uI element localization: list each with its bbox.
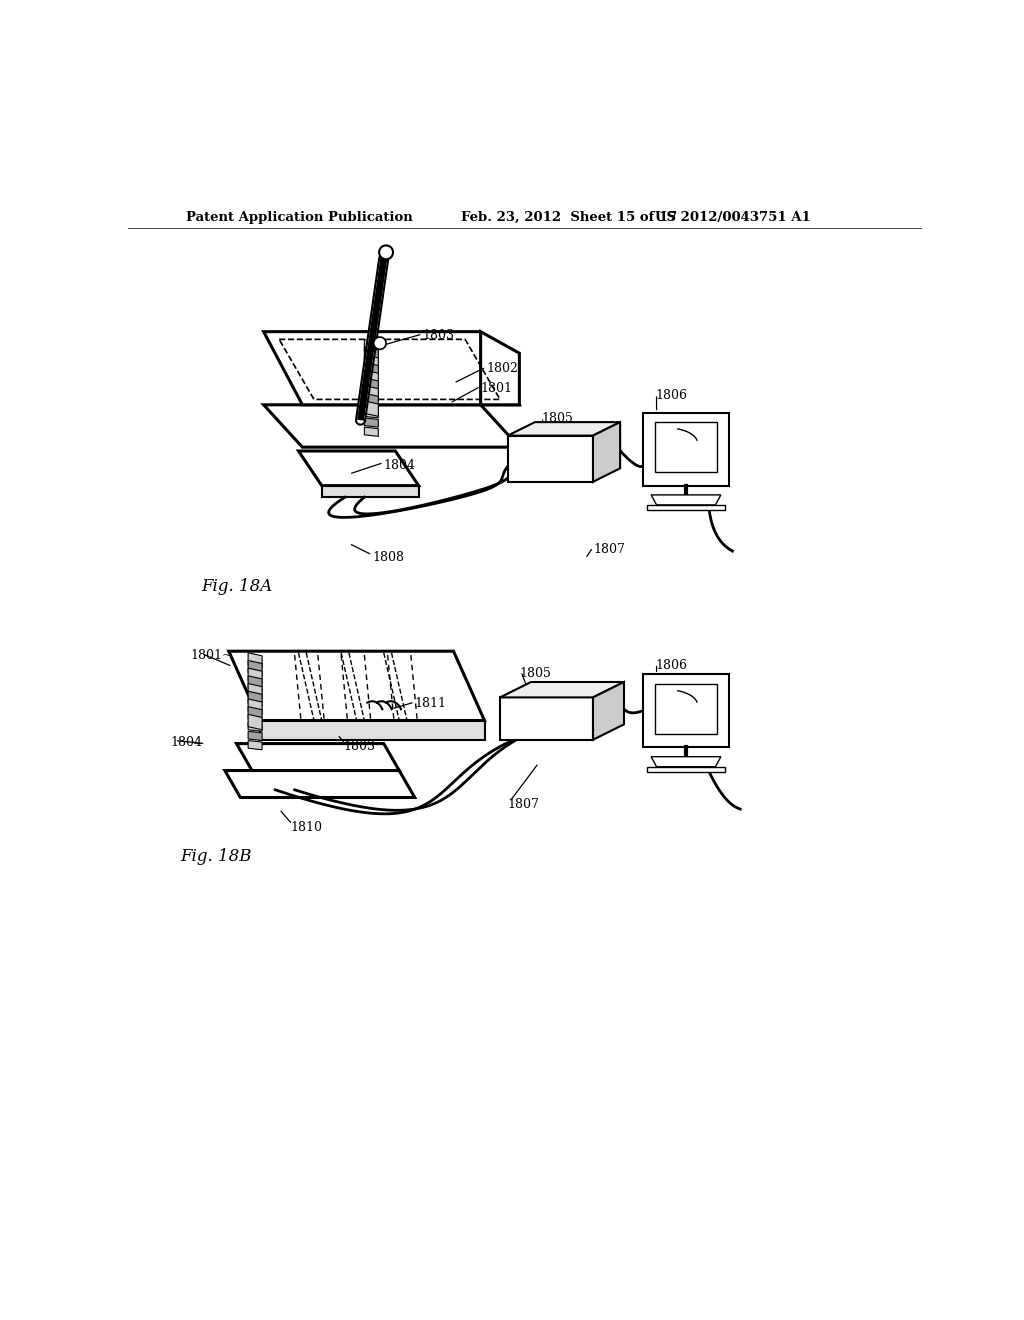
Polygon shape <box>593 682 624 739</box>
Polygon shape <box>500 697 593 739</box>
Polygon shape <box>248 692 262 706</box>
Polygon shape <box>248 714 262 730</box>
Polygon shape <box>365 401 378 416</box>
Polygon shape <box>248 706 262 722</box>
Polygon shape <box>500 682 624 697</box>
Polygon shape <box>365 363 378 378</box>
Text: Patent Application Publication: Patent Application Publication <box>186 211 413 224</box>
Polygon shape <box>508 422 621 436</box>
Text: Fig. 18B: Fig. 18B <box>180 847 252 865</box>
Polygon shape <box>263 331 519 405</box>
Text: 1808: 1808 <box>372 552 404 564</box>
Polygon shape <box>365 385 378 401</box>
Polygon shape <box>263 405 519 447</box>
Polygon shape <box>365 428 378 437</box>
Polygon shape <box>248 684 262 700</box>
Polygon shape <box>647 506 725 511</box>
Polygon shape <box>260 721 484 739</box>
Polygon shape <box>655 684 717 734</box>
Text: 1807: 1807 <box>593 544 625 557</box>
Text: 1806: 1806 <box>655 659 687 672</box>
Polygon shape <box>593 422 621 482</box>
Text: 1802: 1802 <box>486 363 518 375</box>
Polygon shape <box>365 418 378 428</box>
Polygon shape <box>248 731 262 741</box>
Text: 1807: 1807 <box>508 797 540 810</box>
Text: 1801: 1801 <box>480 381 513 395</box>
Text: Feb. 23, 2012  Sheet 15 of 17: Feb. 23, 2012 Sheet 15 of 17 <box>461 211 678 224</box>
Text: 1803: 1803 <box>343 739 376 752</box>
Polygon shape <box>365 409 378 418</box>
Polygon shape <box>248 722 262 731</box>
Text: 1804: 1804 <box>171 737 203 748</box>
Text: 1801~: 1801~ <box>190 649 232 661</box>
Polygon shape <box>248 660 262 676</box>
Text: 1804: 1804 <box>384 459 416 471</box>
Text: 1811: 1811 <box>415 697 446 710</box>
Text: Fig. 18A: Fig. 18A <box>202 578 272 595</box>
Polygon shape <box>365 347 378 363</box>
Polygon shape <box>365 393 378 409</box>
Polygon shape <box>651 756 721 767</box>
Polygon shape <box>643 412 729 486</box>
Polygon shape <box>365 355 378 370</box>
Text: 1805: 1805 <box>541 412 573 425</box>
Polygon shape <box>365 370 378 385</box>
Circle shape <box>374 337 386 350</box>
Polygon shape <box>228 651 484 721</box>
Text: 1810: 1810 <box>291 821 323 834</box>
Polygon shape <box>651 495 721 506</box>
Polygon shape <box>248 676 262 692</box>
Text: US 2012/0043751 A1: US 2012/0043751 A1 <box>655 211 811 224</box>
Text: 1805: 1805 <box>519 667 551 680</box>
Polygon shape <box>322 486 419 498</box>
Polygon shape <box>655 422 717 471</box>
Polygon shape <box>248 741 262 750</box>
Polygon shape <box>643 675 729 747</box>
Polygon shape <box>647 767 725 772</box>
Polygon shape <box>248 700 262 714</box>
Circle shape <box>379 246 393 259</box>
Polygon shape <box>237 743 399 771</box>
Polygon shape <box>480 331 519 405</box>
Polygon shape <box>365 339 378 355</box>
Polygon shape <box>508 436 593 482</box>
Text: 1803: 1803 <box>423 330 455 342</box>
Polygon shape <box>365 378 378 393</box>
Polygon shape <box>248 653 262 668</box>
Polygon shape <box>225 771 415 797</box>
Polygon shape <box>299 451 419 486</box>
Polygon shape <box>248 668 262 684</box>
Text: 1806: 1806 <box>655 389 687 403</box>
